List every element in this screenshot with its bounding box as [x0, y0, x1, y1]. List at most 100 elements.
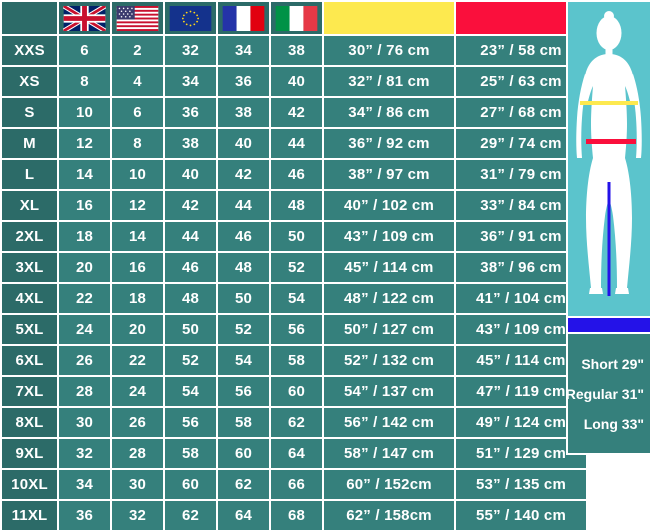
it-size-cell: 62	[271, 408, 322, 437]
eu-size-cell: 52	[165, 346, 216, 375]
table-row: 2XL 18 14 44 46 50 43” / 109 cm 36” / 91 cm	[2, 222, 586, 251]
uk-size-cell: 8	[59, 67, 110, 96]
table-row: 5XL 24 20 50 52 56 50” / 127 cm 43” / 109 cm	[2, 315, 586, 344]
us-size-cell: 14	[112, 222, 163, 251]
us-size-cell: 6	[112, 98, 163, 127]
it-size-cell: 56	[271, 315, 322, 344]
table-row: 6XL 26 22 52 54 58 52” / 132 cm 45” / 114 cm	[2, 346, 586, 375]
size-label-cell: XS	[2, 67, 57, 96]
waist-cell: 43” / 109 cm	[456, 315, 586, 344]
bust-cell: 43” / 109 cm	[324, 222, 454, 251]
uk-size-cell: 22	[59, 284, 110, 313]
eu-size-cell: 40	[165, 160, 216, 189]
fr-size-cell: 48	[218, 253, 269, 282]
bust-cell: 54” / 137 cm	[324, 377, 454, 406]
us-size-cell: 2	[112, 36, 163, 65]
bust-line	[580, 101, 638, 105]
table-row: 3XL 20 16 46 48 52 45” / 114 cm 38” / 96 cm	[2, 253, 586, 282]
us-size-cell: 8	[112, 129, 163, 158]
header-eu	[165, 2, 216, 34]
it-size-cell: 44	[271, 129, 322, 158]
size-label-cell: 3XL	[2, 253, 57, 282]
table-row: 10XL 34 30 60 62 66 60” / 152cm 53” / 135 cm	[2, 470, 586, 499]
uk-flag-icon	[63, 5, 106, 31]
bust-cell: 34” / 86 cm	[324, 98, 454, 127]
size-label-cell: 2XL	[2, 222, 57, 251]
uk-size-cell: 34	[59, 470, 110, 499]
inseam-length-panel: Short 29" Regular 31" Long 33"	[566, 334, 650, 453]
it-size-cell: 68	[271, 501, 322, 530]
right-panel: Short 29" Regular 31" Long 33"	[566, 0, 650, 455]
size-label-cell: 7XL	[2, 377, 57, 406]
waist-line	[586, 139, 636, 144]
waist-cell: 47” / 119 cm	[456, 377, 586, 406]
bust-cell: 50” / 127 cm	[324, 315, 454, 344]
waist-cell: 36” / 91 cm	[456, 222, 586, 251]
uk-size-cell: 24	[59, 315, 110, 344]
eu-size-cell: 34	[165, 67, 216, 96]
it-size-cell: 66	[271, 470, 322, 499]
eu-size-cell: 38	[165, 129, 216, 158]
waist-cell: 41” / 104 cm	[456, 284, 586, 313]
us-size-cell: 28	[112, 439, 163, 468]
it-size-cell: 50	[271, 222, 322, 251]
it-size-cell: 40	[271, 67, 322, 96]
table-row: 8XL 30 26 56 58 62 56” / 142 cm 49” / 124 cm	[2, 408, 586, 437]
eu-size-cell: 54	[165, 377, 216, 406]
us-size-cell: 10	[112, 160, 163, 189]
size-label-cell: XL	[2, 191, 57, 220]
eu-size-cell: 50	[165, 315, 216, 344]
table-header-row	[2, 2, 586, 34]
inseam-blue-bar	[568, 318, 650, 332]
header-us	[112, 2, 163, 34]
bust-cell: 60” / 152cm	[324, 470, 454, 499]
size-label-cell: S	[2, 98, 57, 127]
uk-size-cell: 14	[59, 160, 110, 189]
fr-size-cell: 54	[218, 346, 269, 375]
it-size-cell: 38	[271, 36, 322, 65]
waist-cell: 25” / 63 cm	[456, 67, 586, 96]
header-bust-measurement	[324, 2, 454, 34]
eu-size-cell: 62	[165, 501, 216, 530]
it-size-cell: 58	[271, 346, 322, 375]
waist-cell: 27” / 68 cm	[456, 98, 586, 127]
italy-flag-icon	[275, 5, 318, 31]
uk-size-cell: 10	[59, 98, 110, 127]
header-uk	[59, 2, 110, 34]
size-chart-table-area: XXS 6 2 32 34 38 30” / 76 cm 23” / 58 cm XS 8 4 34 3…	[0, 0, 586, 530]
bust-cell: 32” / 81 cm	[324, 67, 454, 96]
fr-size-cell: 40	[218, 129, 269, 158]
it-size-cell: 54	[271, 284, 322, 313]
us-size-cell: 12	[112, 191, 163, 220]
us-size-cell: 4	[112, 67, 163, 96]
header-it	[271, 2, 322, 34]
table-row: 7XL 28 24 54 56 60 54” / 137 cm 47” / 119 cm	[2, 377, 586, 406]
waist-cell: 53” / 135 cm	[456, 470, 586, 499]
inseam-long: Long 33"	[583, 415, 644, 432]
table-row: 4XL 22 18 48 50 54 48” / 122 cm 41” / 104 cm	[2, 284, 586, 313]
table-row: S 10 6 36 38 42 34” / 86 cm 27” / 68 cm	[2, 98, 586, 127]
bust-cell: 58” / 147 cm	[324, 439, 454, 468]
uk-size-cell: 20	[59, 253, 110, 282]
fr-size-cell: 62	[218, 470, 269, 499]
fr-size-cell: 36	[218, 67, 269, 96]
bust-cell: 38” / 97 cm	[324, 160, 454, 189]
eu-size-cell: 32	[165, 36, 216, 65]
uk-size-cell: 30	[59, 408, 110, 437]
bust-cell: 30” / 76 cm	[324, 36, 454, 65]
size-label-cell: 9XL	[2, 439, 57, 468]
us-size-cell: 32	[112, 501, 163, 530]
size-label-cell: 11XL	[2, 501, 57, 530]
eu-size-cell: 60	[165, 470, 216, 499]
waist-cell: 49” / 124 cm	[456, 408, 586, 437]
uk-size-cell: 18	[59, 222, 110, 251]
inseam-short: Short 29"	[581, 355, 644, 372]
size-label-cell: 10XL	[2, 470, 57, 499]
eu-size-cell: 48	[165, 284, 216, 313]
size-conversion-table: XXS 6 2 32 34 38 30” / 76 cm 23” / 58 cm XS 8 4 34 3…	[2, 2, 586, 530]
fr-size-cell: 64	[218, 501, 269, 530]
waist-cell: 55” / 140 cm	[456, 501, 586, 530]
it-size-cell: 46	[271, 160, 322, 189]
it-size-cell: 64	[271, 439, 322, 468]
table-row: 11XL 36 32 62 64 68 62” / 158cm 55” / 140 cm	[2, 501, 586, 530]
